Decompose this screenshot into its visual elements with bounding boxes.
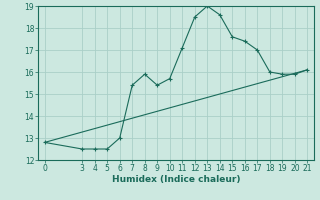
X-axis label: Humidex (Indice chaleur): Humidex (Indice chaleur) [112,175,240,184]
